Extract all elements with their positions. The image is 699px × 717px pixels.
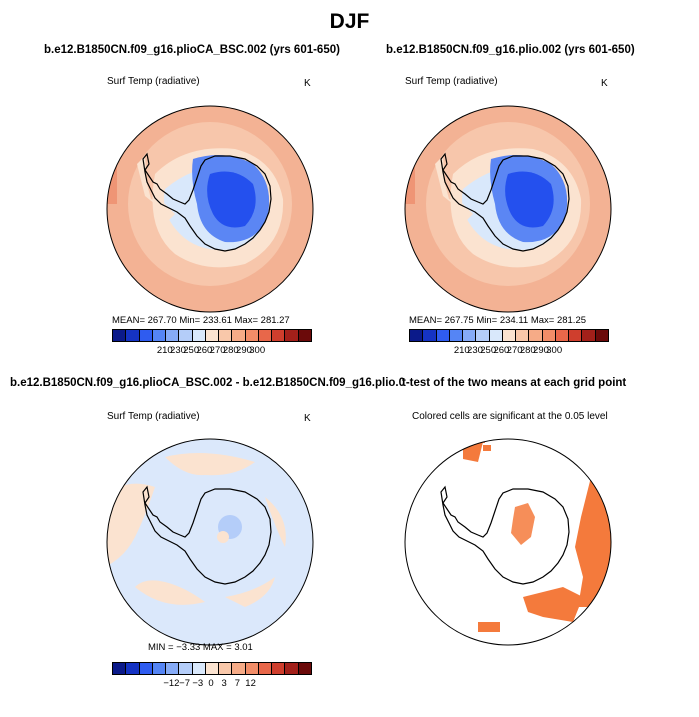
colorbar-tick-label: 300 — [249, 345, 266, 356]
panel-4-note: Colored cells are significant at the 0.0… — [412, 411, 608, 422]
panel-2-variable: Surf Temp (radiative) — [405, 76, 498, 87]
colorbar-tick-label: 12 — [245, 678, 256, 689]
colorbar-swatch — [449, 330, 464, 341]
panel-1-units: K — [304, 78, 311, 89]
panel-1-variable: Surf Temp (radiative) — [107, 76, 200, 87]
colorbar-swatch — [529, 330, 543, 341]
panel-2-colorbar — [409, 329, 609, 342]
colorbar-swatch — [126, 330, 140, 341]
colorbar-swatch — [476, 330, 490, 341]
colorbar-tick-label: 7 — [234, 678, 241, 689]
panel-2-units: K — [601, 78, 608, 89]
colorbar-swatch — [232, 330, 246, 341]
colorbar-swatch — [139, 663, 153, 674]
panel-3-colorbar-ticks: −12 −7 −3 0 3 7 12 — [112, 678, 310, 690]
colorbar-tick-label: 3 — [221, 678, 227, 689]
colorbar-swatch — [205, 330, 220, 341]
colorbar-tick-label: 290 — [533, 345, 549, 356]
colorbar-swatch — [410, 330, 424, 341]
colorbar-tick-label: 260 — [493, 345, 510, 356]
panel-3-units: K — [304, 413, 311, 424]
colorbar-tick-label: 250 — [183, 345, 200, 356]
colorbar-swatch — [436, 330, 450, 341]
colorbar-swatch — [582, 330, 596, 341]
colorbar-tick-label: 230 — [170, 345, 186, 356]
colorbar-swatch — [245, 330, 259, 341]
colorbar-swatch — [258, 663, 273, 674]
colorbar-swatch — [192, 663, 206, 674]
colorbar-swatch — [166, 330, 180, 341]
colorbar-tick-label: 300 — [546, 345, 563, 356]
panel-3-stats: MIN = −3.33 MAX = 3.01 — [148, 642, 253, 653]
panel-2-colorbar-ticks: 210 230 250 260 270 280 290 300 — [409, 345, 607, 357]
colorbar-tick-label: 260 — [196, 345, 213, 356]
panel-1-stats: MEAN= 267.70 Min= 233.61 Max= 281.27 — [112, 315, 290, 326]
colorbar-swatch — [192, 330, 206, 341]
colorbar-swatch — [285, 330, 299, 341]
figure-title: DJF — [329, 10, 370, 33]
colorbar-tick-label: 280 — [222, 345, 239, 356]
panel-1-colorbar — [112, 329, 312, 342]
colorbar-swatch — [232, 663, 246, 674]
panel-4-title: t-test of the two means at each grid poi… — [402, 377, 627, 389]
colorbar-swatch — [258, 330, 273, 341]
colorbar-tick-label: 270 — [506, 345, 523, 356]
colorbar-swatch — [569, 330, 583, 341]
colorbar-tick-label: 290 — [236, 345, 252, 356]
colorbar-swatch — [166, 663, 180, 674]
panel-3-variable: Surf Temp (radiative) — [107, 411, 200, 422]
colorbar-tick-label: 230 — [467, 345, 483, 356]
panel-4-map — [404, 438, 612, 646]
colorbar-swatch — [179, 330, 193, 341]
colorbar-swatch — [542, 330, 556, 341]
colorbar-swatch — [555, 330, 570, 341]
colorbar-tick-label: −3 — [192, 678, 204, 689]
colorbar-swatch — [463, 330, 477, 341]
panel-1-title: b.e12.B1850CN.f09_g16.plioCA_BSC.002 (yr… — [44, 44, 340, 56]
colorbar-tick-label: 0 — [208, 678, 214, 689]
colorbar-swatch — [219, 663, 233, 674]
colorbar-tick-label: 250 — [480, 345, 497, 356]
colorbar-swatch — [139, 330, 153, 341]
colorbar-tick-label: 280 — [519, 345, 536, 356]
panel-3-colorbar — [112, 662, 312, 675]
colorbar-swatch — [152, 330, 167, 341]
colorbar-swatch — [285, 663, 299, 674]
colorbar-swatch — [516, 330, 530, 341]
panel-2-title: b.e12.B1850CN.f09_g16.plio.002 (yrs 601-… — [386, 44, 635, 56]
colorbar-swatch — [595, 330, 608, 341]
colorbar-swatch — [272, 663, 286, 674]
panel-2-stats: MEAN= 267.75 Min= 234.11 Max= 281.25 — [409, 315, 587, 326]
colorbar-swatch — [489, 330, 503, 341]
colorbar-swatch — [113, 330, 127, 341]
colorbar-swatch — [152, 663, 167, 674]
colorbar-swatch — [423, 330, 437, 341]
colorbar-swatch — [272, 330, 286, 341]
colorbar-swatch — [298, 663, 311, 674]
panel-3-title: b.e12.B1850CN.f09_g16.plioCA_BSC.002 - b… — [10, 377, 405, 389]
colorbar-swatch — [219, 330, 233, 341]
colorbar-swatch — [298, 330, 311, 341]
panel-1-map — [106, 105, 314, 313]
colorbar-swatch — [205, 663, 220, 674]
colorbar-tick-label: −7 — [179, 678, 191, 689]
colorbar-tick-label: −12 — [163, 678, 180, 689]
colorbar-tick-label: 210 — [156, 345, 173, 356]
panel-2-map — [404, 105, 612, 313]
colorbar-swatch — [126, 663, 140, 674]
panel-1-colorbar-ticks: 210 230 250 260 270 280 290 300 — [112, 345, 310, 357]
colorbar-swatch — [179, 663, 193, 674]
colorbar-swatch — [113, 663, 127, 674]
colorbar-tick-label: 270 — [209, 345, 226, 356]
colorbar-tick-label: 210 — [453, 345, 470, 356]
colorbar-swatch — [245, 663, 259, 674]
panel-3-map — [106, 438, 314, 646]
colorbar-swatch — [502, 330, 517, 341]
